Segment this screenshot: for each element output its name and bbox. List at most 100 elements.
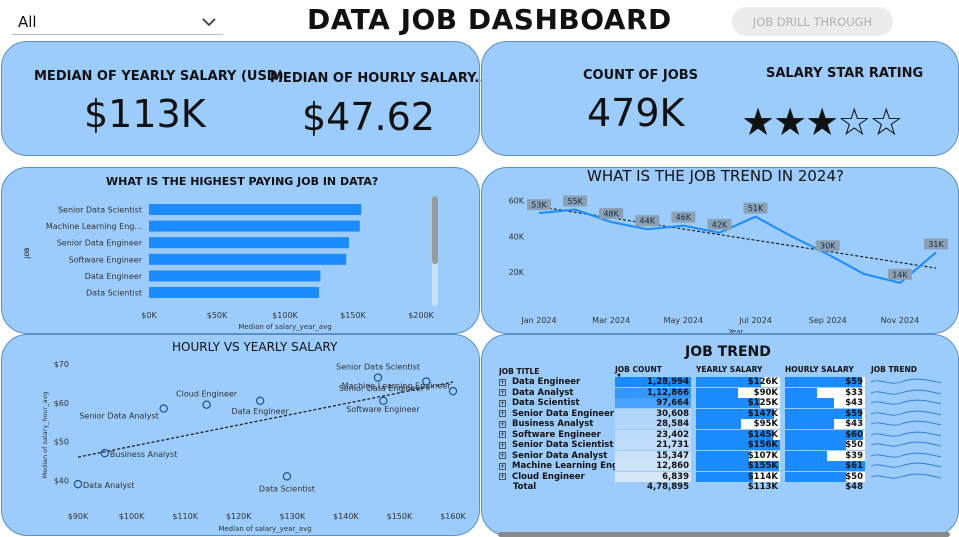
job-trend-chart-title: WHAT IS THE JOB TREND IN 2024? [587,167,844,185]
highest-paying-bar-chart: JOB Senior Data Scientist Machine Learning… [24,196,438,331]
job-title-cell: Machine Learning Engineer [512,461,615,472]
job-trend-line-chart: 20K 40K 60K Jan 2024 Mar 2024 May 2024 Jul 202… [509,195,948,333]
job-filter-value: All [18,12,37,31]
line-data-label: 14K [887,268,912,280]
line-y-tick-label: 60K [509,197,525,206]
line-x-tick-label: Sep 2024 [809,316,847,325]
line-x-tick-label: Mar 2024 [592,316,630,325]
job-title-cell: Software Engineer [512,429,601,440]
scatter-point[interactable] [255,396,265,406]
col-hourly-salary[interactable]: HOURLY SALARY [785,365,854,374]
hourly-salary-cell: $50 [845,440,863,451]
hourly-salary-bar [785,377,862,388]
scatter-point[interactable] [422,377,431,386]
total-yearly: $113K [747,482,778,493]
horizontal-scrollbar[interactable] [498,532,950,537]
table-row[interactable]: + Machine Learning Engineer 12,860 $155K $61 [499,461,955,472]
job-filter-dropdown[interactable]: All [12,9,223,35]
line-data-label: 48K [599,208,624,220]
yearly-salary-bar [696,450,749,461]
expand-row-icon[interactable]: + [499,410,506,418]
expand-row-icon[interactable]: + [499,431,506,439]
line-x-axis-label: Year [728,328,744,333]
scatter-point-label: Machine Learning Engineer [342,381,452,390]
table-row[interactable]: + Data Scientist 97,664 $125K $43 [499,398,955,409]
scatter-point[interactable] [159,404,168,413]
job-trend-sparkline [870,473,942,479]
scatter-x-tick-label: $110K [172,512,198,521]
job-count-cell: 6,839 [662,471,689,482]
table-row[interactable]: + Senior Data Analyst 15,347 $107K $39 [499,450,955,462]
bar[interactable] [149,287,319,298]
table-row[interactable]: + Data Engineer 1,28,994 $126K $59 [499,377,955,388]
expand-row-icon[interactable]: + [499,420,506,428]
job-trend-sparkline [870,452,942,458]
job-trend-table: JOB TITLE JOB COUNT ▼ YEARLY SALARY HOURL… [499,365,955,493]
bar[interactable] [149,204,362,215]
hourly-salary-bar [785,408,862,419]
scatter-y-tick-label: $70 [54,360,69,369]
bar[interactable] [149,237,349,249]
expand-row-icon[interactable]: + [499,452,506,460]
scatter-point[interactable] [282,472,292,481]
table-row[interactable]: + Software Engineer 23,402 $145K $60 [499,429,955,441]
bar-x-tick-label: $0K [141,311,157,320]
bar[interactable] [149,253,347,265]
col-job-count[interactable]: JOB COUNT ▼ [615,365,691,379]
job-count-label: COUNT OF JOBS [583,68,699,83]
hourly-salary-cell: $60 [845,429,863,440]
bar-x-tick-label: $100K [272,311,298,320]
scatter-point[interactable] [373,373,383,382]
expand-row-icon[interactable]: + [499,441,506,449]
hourly-salary-bar [785,398,835,409]
scrollbar-thumb[interactable] [432,196,438,264]
sort-desc-icon: ▼ [617,373,621,379]
table-row[interactable]: + Data Analyst 1,12,866 $90K $33 [499,387,955,399]
page-title: DATA JOB DASHBOARD [307,3,672,36]
scatter-point[interactable] [100,448,109,458]
scatter-point[interactable] [379,396,388,406]
scatter-x-tick-label: $100K [119,512,145,521]
bar-category-label: Senior Data Engineer [57,239,143,248]
scatter-y-tick-label: $40 [54,476,69,485]
table-row[interactable]: + Senior Data Engineer 30,608 $147K $59 [499,408,955,420]
expand-row-icon[interactable]: + [499,378,506,386]
expand-row-icon[interactable]: + [499,389,506,397]
job-title-cell: Data Engineer [512,377,581,388]
table-row[interactable]: + Business Analyst 28,584 $95K $43 [499,419,955,430]
line-y-tick-label: 40K [509,232,525,241]
scatter-point[interactable] [448,386,458,396]
yearly-salary-cell: $114K [747,471,778,482]
scatter-y-tick-label: $50 [54,438,69,447]
svg-text:46K: 46K [676,213,692,222]
expand-row-icon[interactable]: + [499,473,506,481]
bar-x-axis-label: Median of salary_year_avg [238,323,331,331]
bar[interactable] [149,270,321,282]
table-row[interactable]: + Senior Data Scientist 21,731 $156K $50 [499,440,955,451]
bar[interactable] [149,220,360,232]
expand-row-icon[interactable]: + [499,399,506,407]
col-job-title[interactable]: JOB TITLE [499,366,540,376]
col-job-trend[interactable]: JOB TREND [871,365,918,374]
trend-line [538,206,937,269]
job-drill-through-button[interactable]: JOB DRILL THROUGH [732,7,893,36]
yearly-salary-bar [696,377,761,388]
job-title-cell: Data Scientist [512,398,580,409]
job-title-cell: Senior Data Scientist [512,440,614,451]
svg-text:53K: 53K [531,201,547,210]
line-data-label: 55K [563,195,588,207]
job-trend-series-line[interactable] [538,208,937,284]
yearly-salary-label: MEDIAN OF YEARLY SALARY (USD) [34,69,284,84]
job-count-cell: 97,664 [656,398,689,409]
expand-row-icon[interactable]: + [499,462,506,470]
yearly-salary-bar [696,408,775,419]
scatter-point[interactable] [73,479,83,489]
table-row[interactable]: + Cloud Engineer 6,839 $114K $50 [499,471,955,483]
col-yearly-salary[interactable]: YEARLY SALARY [696,365,763,374]
scatter-point-label: Data Scientist [259,484,315,493]
job-trend-sparkline [870,431,942,437]
yearly-salary-bar [696,461,780,472]
scatter-point[interactable] [202,400,211,409]
scatter-point-label: Cloud Engineer [176,390,238,399]
job-title-cell: Business Analyst [512,419,594,430]
